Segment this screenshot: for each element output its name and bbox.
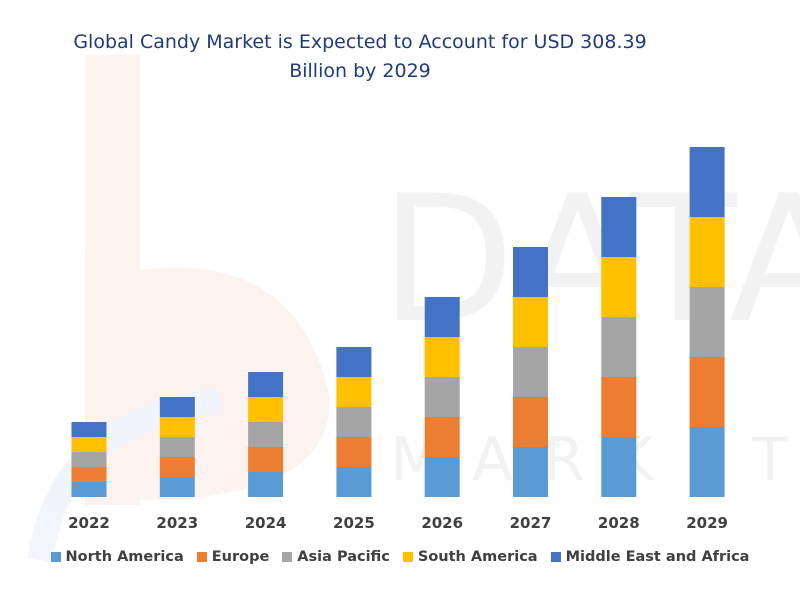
legend-item: Asia Pacific [282,549,390,565]
bar-2026-middle-east-and-africa [424,297,460,337]
bar-2028-north-america [601,437,637,497]
bar-2024-south-america [248,397,284,422]
legend-swatch [196,552,207,562]
bar-2028-middle-east-and-africa [601,197,637,257]
bar-2022-north-america [71,482,107,497]
bar-2029-south-america [689,217,725,287]
legend-item: South America [402,549,538,565]
bar-2022-south-america [71,437,107,452]
x-tick-label: 2025 [333,514,375,532]
legend-swatch [402,552,413,562]
x-tick-label: 2024 [245,514,287,532]
bar-2028-europe [601,377,637,437]
bar-2023-europe [159,457,195,477]
bar-2023-north-america [159,477,195,497]
bar-2025-north-america [336,467,372,497]
legend-swatch [282,552,293,562]
bar-2023-asia-pacific [159,437,195,457]
legend-item: Europe [196,549,270,565]
legend-label: Asia Pacific [297,549,390,565]
bar-2029-europe [689,357,725,427]
legend-label: North America [65,549,184,565]
bar-2027-asia-pacific [513,347,548,397]
x-tick-label: 2026 [421,514,463,532]
bar-2026-asia-pacific [424,377,460,417]
bar-2023-south-america [159,417,195,437]
bar-2029-north-america [689,427,725,497]
legend-item: North America [50,549,184,565]
legend-item: Middle East and Africa [550,549,750,565]
chart-title-line-2: Billion by 2029 [289,60,431,82]
bar-2027-south-america [513,297,548,347]
bar-2025-europe [336,437,372,467]
bar-2026-europe [424,417,460,457]
legend-swatch [550,552,561,562]
chart-legend: North America Europe Asia Pacific South Ame… [0,549,800,565]
x-tick-label: 2022 [68,514,110,532]
bar-2022-asia-pacific [71,452,107,467]
bar-2025-middle-east-and-africa [336,347,372,377]
x-tick-label: 2023 [156,514,198,532]
bar-2025-south-america [336,377,372,407]
legend-swatch [50,552,61,562]
x-tick-label: 2027 [510,514,552,532]
bar-2028-south-america [601,257,637,317]
bar-2026-north-america [424,457,460,497]
bar-2024-europe [248,447,284,472]
chart-title-line-1: Global Candy Market is Expected to Accou… [73,31,647,53]
bar-2024-middle-east-and-africa [248,372,284,397]
bar-2022-middle-east-and-africa [71,422,107,437]
legend-label: Middle East and Africa [565,549,750,565]
x-tick-label: 2028 [598,514,640,532]
bar-2027-north-america [513,447,548,497]
bar-2024-north-america [248,472,284,497]
bar-2025-asia-pacific [336,407,372,437]
bar-2026-south-america [424,337,460,377]
bar-2027-middle-east-and-africa [513,247,548,297]
legend-label: South America [417,549,538,565]
bar-2029-middle-east-and-africa [689,147,725,217]
x-tick-label: 2029 [686,514,728,532]
legend-label: Europe [211,549,270,565]
bar-2029-asia-pacific [689,287,725,357]
bar-2024-asia-pacific [248,422,284,447]
bar-2027-europe [513,397,548,447]
bar-2022-europe [71,467,107,482]
bar-2028-asia-pacific [601,317,637,377]
bar-2023-middle-east-and-africa [159,397,195,417]
chart-title: Global Candy Market is Expected to Accou… [40,28,680,86]
